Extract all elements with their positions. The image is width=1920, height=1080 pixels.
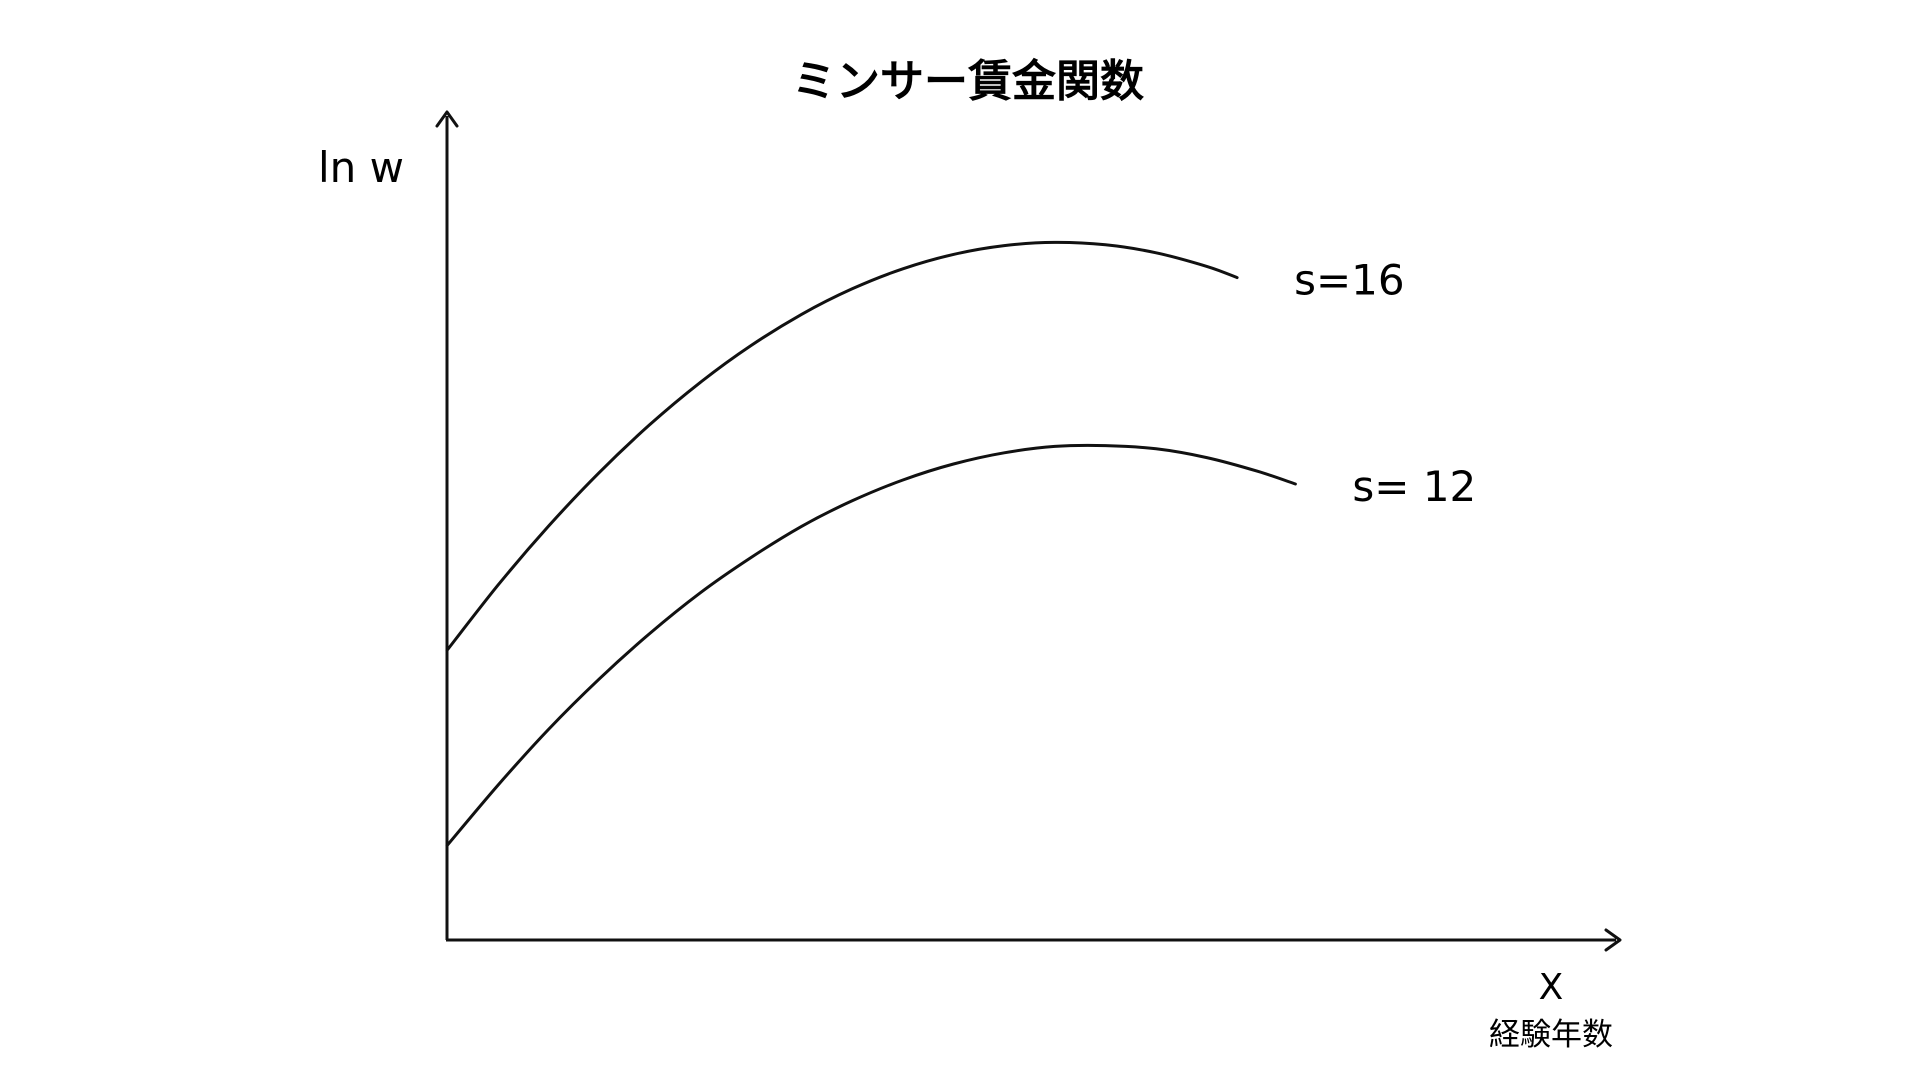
series-lines (445, 240, 1297, 848)
y-axis-label: ln w (318, 143, 404, 192)
chart-title: ミンサー賃金関数 (792, 56, 1144, 107)
series-label-2: s= 12 (1352, 462, 1476, 511)
x-axis-arrowhead (1604, 928, 1622, 952)
series-line-1 (445, 240, 1239, 652)
x-axis-sublabel: 経験年数 (1489, 1017, 1613, 1053)
series-labels: s=16 s= 12 (1294, 256, 1476, 511)
y-axis-arrowhead (435, 110, 459, 128)
x-axis-label: X (1539, 967, 1564, 1008)
series-line-2 (445, 443, 1297, 848)
axes (435, 110, 1622, 952)
series-label-1: s=16 (1294, 256, 1405, 305)
